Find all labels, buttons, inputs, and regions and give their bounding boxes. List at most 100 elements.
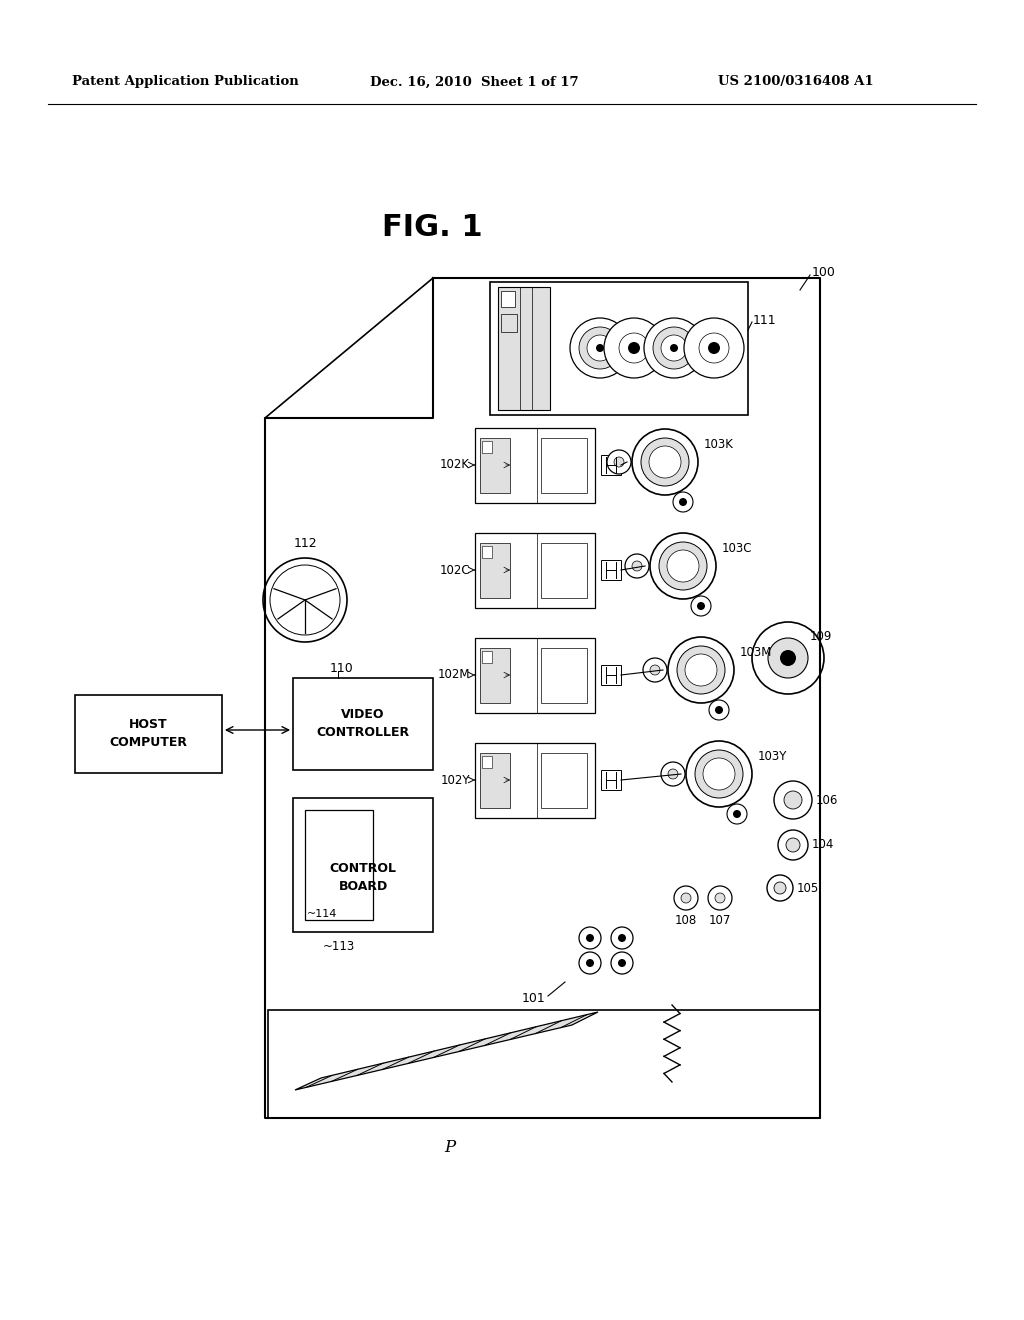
Circle shape [618, 960, 626, 968]
Circle shape [625, 554, 649, 578]
Circle shape [691, 597, 711, 616]
Circle shape [784, 791, 802, 809]
Circle shape [684, 318, 744, 378]
Bar [541, 543, 587, 598]
Bar [268, 1010, 820, 1118]
Circle shape [662, 335, 687, 360]
Circle shape [263, 558, 347, 642]
Text: VIDEO
CONTROLLER: VIDEO CONTROLLER [316, 709, 410, 739]
Text: HOST
COMPUTER: HOST COMPUTER [110, 718, 187, 750]
Circle shape [708, 342, 720, 354]
Text: 109: 109 [810, 630, 833, 643]
Text: P: P [444, 1139, 456, 1156]
Circle shape [628, 342, 640, 354]
Circle shape [697, 602, 705, 610]
Circle shape [668, 638, 734, 704]
Text: 112: 112 [293, 537, 316, 550]
Circle shape [774, 882, 786, 894]
Bar [601, 455, 621, 475]
Text: Dec. 16, 2010  Sheet 1 of 17: Dec. 16, 2010 Sheet 1 of 17 [370, 75, 579, 88]
Circle shape [778, 830, 808, 861]
Circle shape [670, 345, 678, 352]
Bar [482, 546, 492, 558]
Circle shape [686, 741, 752, 807]
Circle shape [607, 450, 631, 474]
Circle shape [618, 333, 649, 363]
Text: US 2100/0316408 A1: US 2100/0316408 A1 [718, 75, 873, 88]
Circle shape [611, 952, 633, 974]
Bar [480, 438, 510, 492]
Circle shape [674, 886, 698, 909]
Circle shape [685, 653, 717, 686]
Circle shape [632, 561, 642, 572]
Text: 106: 106 [816, 793, 839, 807]
Circle shape [786, 838, 800, 851]
Circle shape [677, 645, 725, 694]
Circle shape [752, 622, 824, 694]
Text: ~114: ~114 [307, 909, 337, 919]
Text: 102K: 102K [440, 458, 470, 471]
Bar [541, 648, 587, 704]
Circle shape [673, 492, 693, 512]
Circle shape [650, 533, 716, 599]
Circle shape [611, 927, 633, 949]
Circle shape [650, 665, 660, 675]
Text: 105: 105 [797, 882, 819, 895]
Bar [475, 743, 595, 818]
Circle shape [774, 781, 812, 818]
Bar [482, 651, 492, 663]
Circle shape [667, 550, 699, 582]
Bar [501, 290, 515, 308]
Bar [490, 282, 748, 414]
Circle shape [632, 429, 698, 495]
Circle shape [643, 657, 667, 682]
Text: 111: 111 [753, 314, 776, 326]
Bar [475, 428, 595, 503]
Circle shape [604, 318, 664, 378]
Circle shape [708, 886, 732, 909]
Text: FIG. 1: FIG. 1 [382, 214, 482, 243]
Text: CONTROL
BOARD: CONTROL BOARD [330, 862, 396, 892]
Circle shape [709, 700, 729, 719]
Circle shape [649, 446, 681, 478]
Bar [480, 648, 510, 704]
Text: 103M: 103M [740, 645, 772, 659]
Text: 104: 104 [812, 838, 835, 851]
Bar [475, 533, 595, 609]
Bar [475, 638, 595, 713]
Circle shape [579, 327, 621, 370]
Circle shape [644, 318, 705, 378]
Bar [498, 286, 550, 411]
Circle shape [586, 960, 594, 968]
Text: 107: 107 [709, 913, 731, 927]
Text: 102M: 102M [437, 668, 470, 681]
Bar [305, 810, 373, 920]
Bar [601, 770, 621, 789]
Circle shape [596, 345, 604, 352]
Text: 102Y: 102Y [440, 774, 470, 787]
Circle shape [768, 638, 808, 678]
Bar [482, 756, 492, 768]
Polygon shape [295, 1012, 598, 1090]
Circle shape [618, 935, 626, 942]
Circle shape [767, 875, 793, 902]
Bar [480, 543, 510, 598]
Text: 103C: 103C [722, 541, 753, 554]
Bar [293, 678, 433, 770]
Bar [601, 560, 621, 579]
Circle shape [614, 457, 624, 467]
Circle shape [579, 952, 601, 974]
Bar [482, 441, 492, 453]
Circle shape [586, 935, 594, 942]
Text: 108: 108 [675, 913, 697, 927]
Bar [293, 799, 433, 932]
Circle shape [641, 438, 689, 486]
Text: 103Y: 103Y [758, 750, 787, 763]
Circle shape [570, 318, 630, 378]
Circle shape [715, 894, 725, 903]
Circle shape [668, 770, 678, 779]
Circle shape [715, 706, 723, 714]
Text: 101: 101 [521, 991, 545, 1005]
Circle shape [780, 649, 796, 667]
Circle shape [695, 750, 743, 799]
